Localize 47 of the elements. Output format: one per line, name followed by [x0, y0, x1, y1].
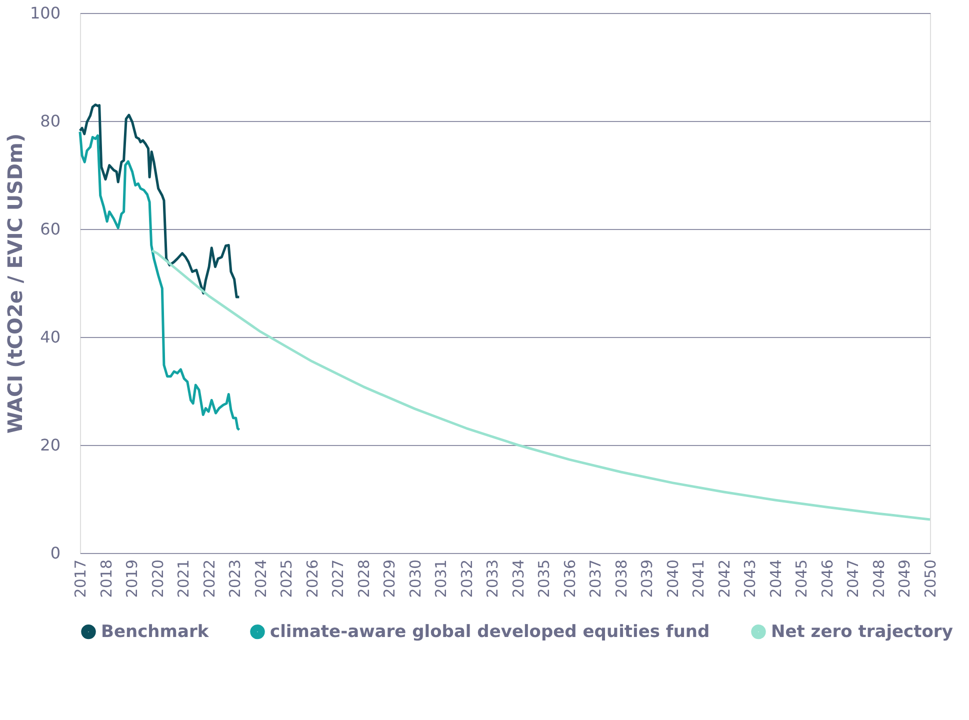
x-tick-label: 2032 — [458, 560, 476, 598]
y-tick-label: 60 — [40, 220, 60, 238]
legend-label: climate-aware global developed equities fund — [270, 622, 710, 642]
x-tick-label: 2045 — [792, 560, 811, 598]
x-tick-label: 2038 — [612, 560, 630, 598]
x-tick-label: 2029 — [380, 560, 399, 598]
x-tick-label: 2027 — [329, 560, 348, 598]
x-tick-label: 2035 — [535, 560, 554, 598]
legend-label: Net zero trajectory — [771, 622, 953, 642]
line-series — [78, 104, 240, 298]
x-tick-label: 2025 — [278, 560, 296, 598]
y-tick-label: 20 — [40, 436, 60, 454]
x-tick-label: 2041 — [690, 560, 708, 598]
line-series — [78, 130, 240, 432]
x-tick-label: 2049 — [896, 560, 914, 598]
x-tick-label: 2043 — [741, 560, 760, 598]
x-tick-label: 2026 — [303, 560, 322, 598]
x-tick-label: 2030 — [406, 560, 424, 598]
x-tick-label: 2024 — [252, 560, 270, 598]
x-tick-label: 2018 — [97, 560, 116, 598]
x-tick-label: 2022 — [200, 560, 218, 598]
x-tick-label: 2028 — [354, 560, 373, 598]
y-tick-label: 100 — [30, 4, 60, 22]
x-tick-label: 2039 — [638, 560, 656, 598]
x-tick-label: 2020 — [148, 560, 167, 598]
y-tick-label: 40 — [40, 328, 60, 346]
x-tick-label: 2040 — [664, 560, 682, 598]
y-axis-title: WACI (tCO2e / EVIC USDm) — [2, 133, 27, 434]
line-series — [150, 249, 932, 521]
x-tick-label: 2047 — [844, 560, 862, 598]
x-tick-label: 2037 — [586, 560, 605, 598]
x-tick-label: 2044 — [766, 560, 785, 598]
x-tick-label: 2021 — [174, 560, 193, 598]
x-tick-label: 2036 — [560, 560, 579, 598]
x-tick-label: 2023 — [226, 560, 244, 598]
x-tick-label: 2050 — [922, 560, 940, 598]
y-tick-label: 0 — [50, 544, 60, 562]
x-tick-label: 2031 — [432, 560, 450, 598]
x-tick-label: 2042 — [715, 560, 734, 598]
x-tick-label: 2046 — [818, 560, 836, 598]
x-tick-label: 2033 — [484, 560, 502, 598]
x-tick-label: 2017 — [72, 560, 90, 598]
legend-label: Benchmark — [101, 622, 210, 642]
x-tick-label: 2019 — [123, 560, 142, 598]
y-tick-label: 80 — [40, 112, 60, 130]
x-tick-label: 2048 — [870, 560, 888, 598]
x-tick-label: 2034 — [509, 560, 528, 598]
